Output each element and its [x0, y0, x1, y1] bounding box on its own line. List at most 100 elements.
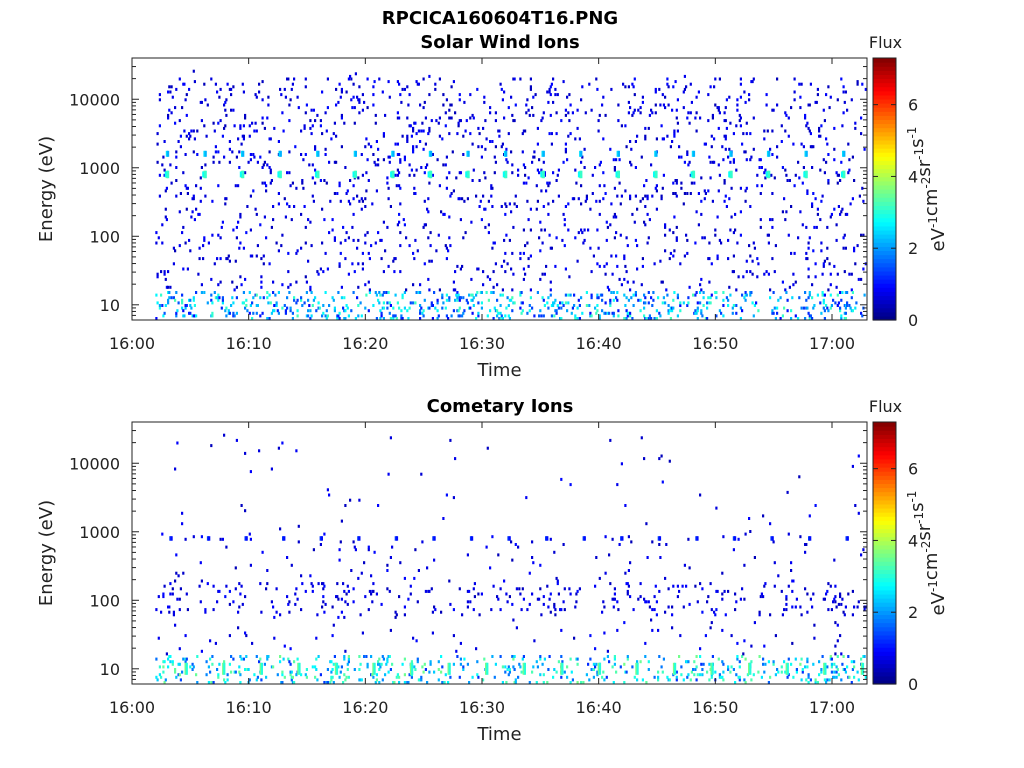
- flux-pixel: [534, 93, 537, 97]
- flux-pixel: [836, 181, 839, 185]
- flux-pixel: [357, 285, 360, 289]
- flux-pixel: [862, 548, 865, 552]
- flux-pixel: [840, 678, 843, 682]
- flux-pixel: [767, 233, 770, 237]
- flux-pixel: [613, 186, 616, 190]
- flux-pixel: [671, 605, 674, 609]
- flux-pixel: [450, 116, 453, 120]
- flux-pixel: [330, 670, 333, 674]
- flux-pixel: [735, 673, 738, 677]
- flux-pixel: [597, 246, 600, 250]
- flux-pixel: [757, 309, 760, 313]
- flux-pixel: [242, 134, 245, 138]
- flux-pixel: [178, 662, 181, 666]
- flux-pixel: [305, 668, 308, 671]
- flux-pixel: [546, 681, 549, 684]
- flux-pixel: [170, 111, 173, 115]
- flux-pixel: [472, 587, 475, 591]
- flux-pixel: [164, 277, 167, 281]
- flux-pixel: [366, 231, 369, 235]
- flux-pixel: [156, 678, 159, 682]
- flux-pixel: [783, 608, 786, 612]
- flux-pixel: [168, 291, 171, 294]
- flux-pixel: [666, 77, 669, 81]
- flux-pixel: [304, 111, 307, 115]
- flux-pixel: [163, 681, 166, 684]
- flux-pixel: [213, 262, 216, 266]
- flux-pixel: [729, 150, 732, 157]
- flux-pixel: [799, 535, 802, 539]
- flux-pixel: [465, 171, 468, 178]
- flux-pixel: [507, 536, 510, 541]
- flux-pixel: [416, 660, 419, 664]
- flux-pixel: [850, 272, 853, 276]
- flux-pixel: [482, 270, 485, 274]
- flux-pixel: [484, 207, 487, 211]
- flux-pixel: [492, 584, 495, 588]
- flux-pixel: [842, 668, 845, 671]
- flux-pixel: [561, 238, 564, 242]
- flux-pixel: [339, 670, 342, 674]
- flux-pixel: [217, 675, 220, 679]
- flux-pixel: [158, 98, 161, 102]
- flux-pixel: [850, 98, 853, 102]
- flux-pixel: [477, 126, 480, 130]
- flux-pixel: [555, 236, 558, 240]
- flux-pixel: [835, 223, 838, 227]
- flux-pixel: [812, 145, 815, 149]
- flux-pixel: [444, 163, 447, 167]
- flux-pixel: [368, 291, 371, 294]
- flux-pixel: [345, 90, 348, 94]
- colorbar-tick-label: 4: [908, 167, 918, 186]
- flux-pixel: [727, 298, 730, 302]
- flux-pixel: [217, 283, 220, 287]
- flux-pixel: [468, 306, 471, 310]
- flux-pixel: [648, 218, 651, 222]
- flux-pixel: [703, 189, 706, 193]
- flux-pixel: [164, 678, 167, 682]
- flux-pixel: [525, 111, 528, 115]
- flux-pixel: [392, 150, 395, 157]
- flux-pixel: [183, 82, 186, 86]
- flux-pixel: [521, 301, 524, 305]
- flux-pixel: [641, 257, 644, 261]
- flux-pixel: [524, 173, 527, 177]
- flux-pixel: [657, 670, 660, 674]
- flux-pixel: [680, 186, 683, 190]
- flux-pixel: [644, 655, 647, 658]
- flux-pixel: [181, 306, 184, 310]
- flux-pixel: [727, 665, 730, 669]
- flux-pixel: [307, 218, 310, 222]
- flux-pixel: [164, 304, 167, 307]
- flux-pixel: [844, 212, 847, 216]
- flux-pixel: [820, 670, 823, 674]
- flux-pixel: [840, 210, 843, 214]
- flux-pixel: [420, 129, 423, 133]
- flux-pixel: [548, 181, 551, 185]
- flux-pixel: [634, 166, 637, 169]
- flux-pixel: [721, 592, 724, 596]
- flux-pixel: [358, 111, 361, 115]
- flux-pixel: [263, 215, 266, 219]
- flux-pixel: [349, 498, 352, 502]
- flux-pixel: [683, 563, 686, 567]
- flux-pixel: [441, 296, 444, 300]
- flux-pixel: [653, 262, 656, 266]
- flux-pixel: [834, 652, 837, 656]
- colorbar-swatch: [873, 626, 896, 632]
- flux-pixel: [695, 129, 698, 133]
- flux-pixel: [694, 116, 697, 120]
- flux-pixel: [409, 592, 412, 596]
- flux-pixel: [679, 304, 682, 307]
- plot-frame: [131, 57, 868, 321]
- flux-pixel: [279, 613, 282, 617]
- flux-pixel: [380, 238, 383, 242]
- flux-pixel: [214, 641, 217, 645]
- flux-pixel: [489, 106, 492, 110]
- flux-pixel: [862, 267, 865, 271]
- flux-pixel: [157, 636, 160, 640]
- flux-pixel: [526, 199, 529, 203]
- flux-pixel: [354, 150, 357, 157]
- flux-pixel: [589, 207, 592, 211]
- flux-pixel: [549, 288, 552, 292]
